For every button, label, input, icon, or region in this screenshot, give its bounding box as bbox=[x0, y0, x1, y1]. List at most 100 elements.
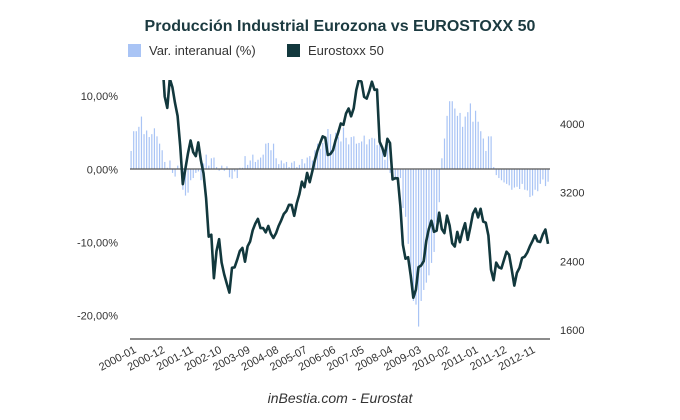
bar-var-interanual bbox=[291, 162, 293, 170]
bar-var-interanual bbox=[373, 138, 376, 170]
bar-var-interanual bbox=[433, 169, 435, 252]
bar-var-interanual bbox=[366, 144, 368, 170]
bar-var-interanual bbox=[197, 169, 200, 172]
right-axis-tick-label: 2400 bbox=[560, 256, 584, 268]
bar-var-interanual bbox=[417, 169, 420, 327]
bar-var-interanual bbox=[519, 169, 521, 190]
right-axis-tick-label: 4000 bbox=[560, 119, 584, 131]
legend-item-eurostoxx[interactable]: Eurostoxx 50 bbox=[287, 43, 384, 58]
bar-var-interanual bbox=[493, 167, 495, 170]
legend-item-var-interanual[interactable]: Var. interanual (%) bbox=[128, 43, 256, 58]
bar-var-interanual bbox=[405, 169, 407, 217]
bar-var-interanual bbox=[412, 169, 415, 301]
bar-var-interanual bbox=[192, 169, 194, 179]
bar-var-interanual bbox=[544, 169, 547, 187]
bar-var-interanual bbox=[521, 169, 523, 184]
bar-var-interanual bbox=[425, 169, 427, 283]
bar-var-interanual bbox=[376, 145, 378, 170]
bar-var-interanual bbox=[441, 158, 443, 170]
bar-var-interanual bbox=[265, 143, 267, 170]
left-axis-tick-label: -10,00% bbox=[77, 237, 118, 249]
bar-var-interanual bbox=[513, 169, 516, 188]
bar-var-interanual bbox=[456, 115, 459, 170]
bar-var-interanual bbox=[371, 137, 373, 170]
bar-var-interanual bbox=[345, 137, 347, 170]
legend-swatch-bar bbox=[128, 44, 141, 57]
right-axis-tick-label: 3200 bbox=[560, 188, 584, 200]
bar-var-interanual bbox=[537, 169, 539, 192]
bar-var-interanual bbox=[143, 134, 145, 170]
bar-var-interanual bbox=[247, 164, 249, 170]
bar-var-interanual bbox=[428, 169, 430, 276]
bar-var-interanual bbox=[443, 138, 446, 170]
bar-var-interanual bbox=[449, 101, 451, 170]
bar-var-interanual bbox=[506, 169, 508, 184]
bar-var-interanual bbox=[324, 139, 326, 170]
bar-var-interanual bbox=[490, 136, 492, 170]
bar-var-interanual bbox=[298, 164, 301, 170]
bar-var-interanual bbox=[148, 137, 150, 170]
legend-label: Eurostoxx 50 bbox=[308, 43, 384, 58]
bar-var-interanual bbox=[153, 128, 156, 170]
bar-var-interanual bbox=[288, 167, 290, 170]
bar-var-interanual bbox=[252, 154, 254, 170]
bar-var-interanual bbox=[322, 142, 324, 170]
bar-var-interanual bbox=[203, 163, 205, 170]
bar-var-interanual bbox=[547, 169, 549, 182]
right-axis-tick-label: 1600 bbox=[560, 325, 584, 337]
bar-var-interanual bbox=[293, 161, 295, 170]
bar-var-interanual bbox=[467, 112, 469, 170]
bar-var-interanual bbox=[218, 169, 220, 171]
bar-var-interanual bbox=[487, 136, 490, 170]
bar-var-interanual bbox=[446, 115, 448, 170]
bar-var-interanual bbox=[177, 165, 179, 170]
bar-var-interanual bbox=[215, 167, 218, 170]
bar-var-interanual bbox=[316, 143, 319, 170]
bar-var-interanual bbox=[430, 169, 433, 263]
bar-var-interanual bbox=[358, 142, 360, 170]
bar-var-interanual bbox=[275, 158, 277, 170]
bar-var-interanual bbox=[309, 156, 311, 170]
bar-var-interanual bbox=[249, 160, 251, 170]
bar-var-interanual bbox=[480, 131, 482, 170]
bar-var-interanual bbox=[272, 143, 275, 170]
bar-var-interanual bbox=[195, 169, 197, 173]
legend-label: Var. interanual (%) bbox=[149, 43, 256, 58]
bar-var-interanual bbox=[462, 126, 464, 170]
bar-var-interanual bbox=[529, 169, 531, 198]
bar-var-interanual bbox=[278, 164, 280, 170]
bar-var-interanual bbox=[531, 169, 534, 196]
bar-var-interanual bbox=[394, 169, 396, 179]
bar-var-interanual bbox=[190, 169, 192, 181]
bar-var-interanual bbox=[210, 158, 212, 170]
bar-var-interanual bbox=[410, 169, 412, 283]
bar-var-interanual bbox=[495, 169, 497, 176]
bar-var-interanual bbox=[436, 169, 438, 222]
bar-var-interanual bbox=[407, 169, 409, 244]
line-eurostoxx bbox=[162, 80, 550, 300]
bar-var-interanual bbox=[542, 169, 544, 180]
bar-var-interanual bbox=[301, 159, 303, 170]
bar-var-interanual bbox=[348, 144, 350, 170]
bar-var-interanual bbox=[151, 134, 153, 170]
bar-var-interanual bbox=[539, 169, 541, 184]
bar-var-interanual bbox=[526, 169, 528, 191]
bar-var-interanual bbox=[423, 169, 425, 290]
left-axis-tick-label: 10,00% bbox=[81, 91, 119, 103]
left-axis-tick-label: 0,00% bbox=[87, 164, 118, 176]
bar-var-interanual bbox=[174, 169, 176, 177]
bar-var-interanual bbox=[296, 167, 298, 170]
bar-var-interanual bbox=[267, 142, 269, 170]
bar-var-interanual bbox=[485, 150, 487, 170]
bar-var-interanual bbox=[171, 169, 174, 173]
bar-var-interanual bbox=[283, 163, 285, 170]
bar-var-interanual bbox=[133, 131, 135, 170]
bar-var-interanual bbox=[205, 154, 207, 170]
bar-var-interanual bbox=[474, 110, 477, 170]
bar-var-interanual bbox=[500, 169, 503, 181]
bar-var-interanual bbox=[381, 146, 383, 170]
bar-var-interanual bbox=[397, 169, 399, 181]
bar-var-interanual bbox=[304, 163, 306, 170]
bar-var-interanual bbox=[340, 141, 342, 170]
bar-var-interanual bbox=[319, 148, 321, 170]
